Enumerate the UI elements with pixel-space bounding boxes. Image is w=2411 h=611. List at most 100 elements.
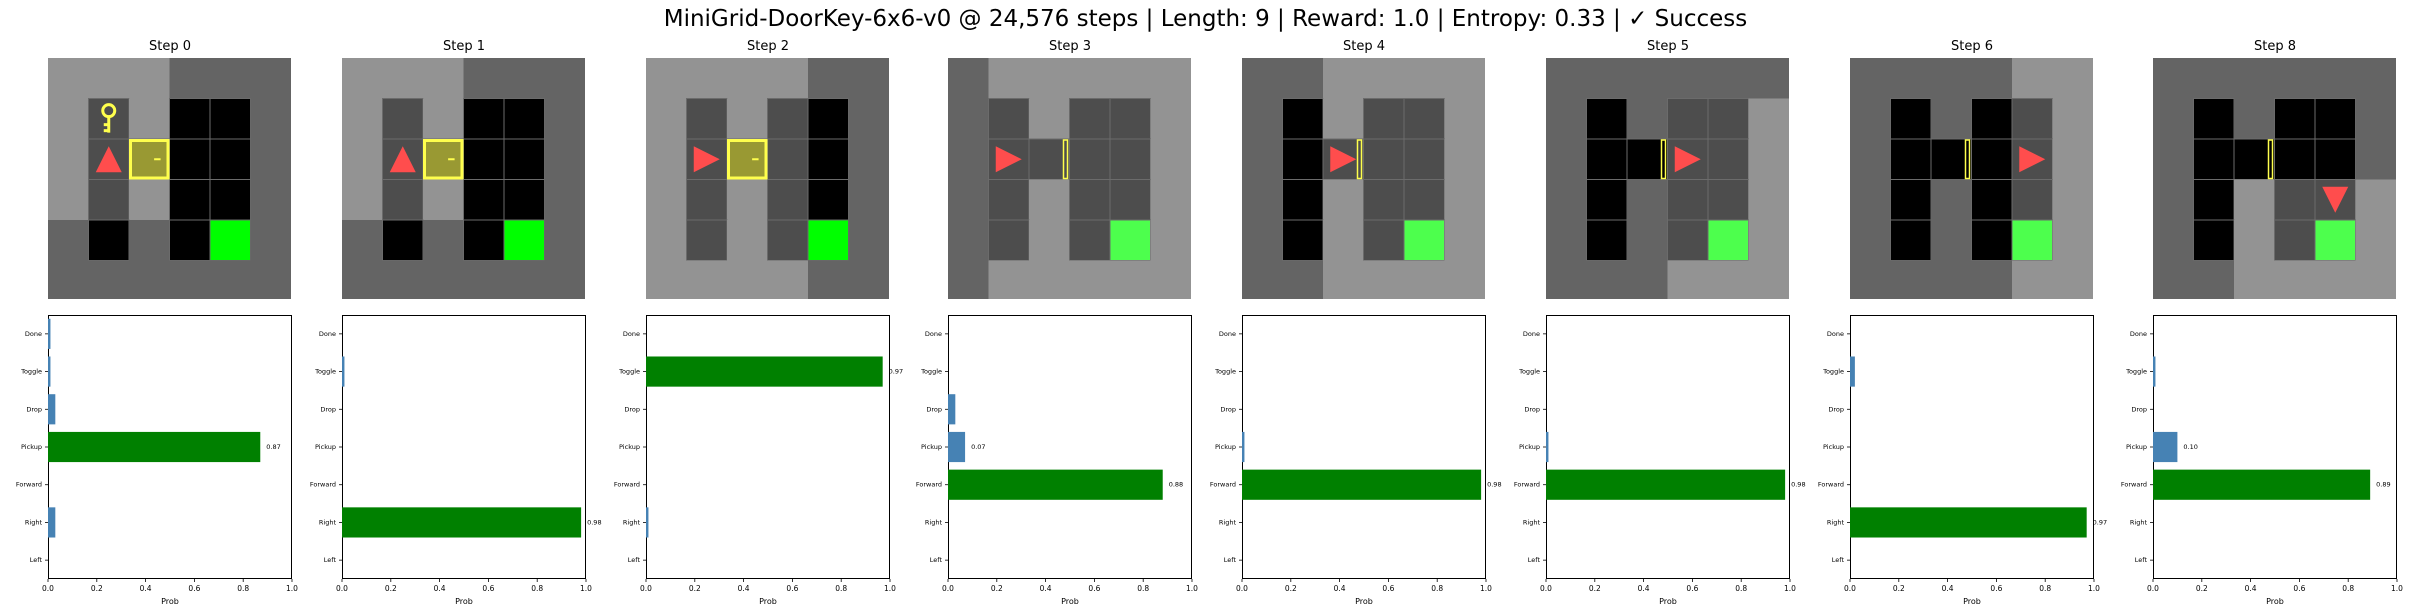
grid-cell xyxy=(848,58,889,99)
grid-cell xyxy=(503,138,545,180)
step-title: Step 4 xyxy=(1342,39,1385,54)
grid-cell xyxy=(1546,220,1587,261)
grid-cell xyxy=(1150,260,1191,299)
plot-frame xyxy=(1850,315,2094,579)
y-tick-label: Pickup xyxy=(619,443,640,451)
grid-cell xyxy=(1242,139,1283,180)
x-tick-label: 0.4 xyxy=(738,584,750,593)
grid-cell xyxy=(2274,219,2316,261)
x-tick-label: 0.2 xyxy=(1285,584,1297,593)
grid-cell xyxy=(807,98,849,140)
grid-cell xyxy=(2355,220,2396,261)
grid-world xyxy=(646,58,889,299)
grid-cell xyxy=(686,98,728,140)
grid-cell xyxy=(463,179,505,221)
grid-cell xyxy=(2234,220,2275,261)
grid-cell xyxy=(948,220,989,261)
grid-cell xyxy=(1282,219,1324,261)
y-tick-label: Right xyxy=(319,518,337,526)
grid-cell xyxy=(646,260,687,299)
grid-cell xyxy=(48,98,89,139)
agent-arrow-icon xyxy=(1330,146,1357,173)
x-tick-label: 0.2 xyxy=(991,584,1003,593)
x-tick-label: 0.8 xyxy=(531,584,543,593)
grid-cell xyxy=(646,220,687,261)
grid-cell xyxy=(1890,58,1931,99)
grid-cell xyxy=(1971,58,2012,99)
y-tick-label: Done xyxy=(2130,330,2147,338)
y-tick-label: Drop xyxy=(2131,405,2147,413)
action-prob-chart: Left Right Forward Pickup Drop Toggle Done 0.98… xyxy=(310,315,602,606)
grid-cell xyxy=(2011,219,2053,261)
grid-cell xyxy=(2274,138,2316,180)
y-tick-label: Done xyxy=(319,330,336,338)
y-tick-label: Left xyxy=(1224,556,1237,564)
grid-cell xyxy=(48,179,89,220)
grid-cell xyxy=(1403,219,1445,261)
grid-cell xyxy=(1069,179,1111,221)
x-tick-label: 0.0 xyxy=(640,584,652,593)
y-tick-label: Done xyxy=(1523,330,1540,338)
y-tick-label: Toggle xyxy=(20,368,42,376)
grid-cell xyxy=(503,98,545,140)
step-panel: Step 0 Left Right Forward Pickup Drop Toggle Do… xyxy=(16,0,298,611)
data-label: 0.98 xyxy=(1791,481,1805,489)
grid-cell xyxy=(1363,179,1405,221)
y-tick-label: Toggle xyxy=(1518,368,1540,376)
grid-cell xyxy=(504,58,545,99)
x-axis-label: Prob xyxy=(161,597,179,606)
grid-cell xyxy=(1971,98,2013,140)
x-tick-label: 1.0 xyxy=(2088,584,2100,593)
y-tick-label: Forward xyxy=(1514,481,1540,489)
y-tick-label: Done xyxy=(25,330,42,338)
grid-cell xyxy=(686,58,727,99)
grid-cell xyxy=(727,260,768,299)
grid-cell xyxy=(2153,139,2194,180)
y-tick-label: Drop xyxy=(1524,405,1540,413)
grid-cell xyxy=(988,219,1030,261)
x-tick-label: 0.2 xyxy=(2196,584,2208,593)
y-tick-label: Pickup xyxy=(21,443,42,451)
grid-cell xyxy=(2011,98,2053,140)
grid-cell xyxy=(1890,219,1932,261)
y-tick-label: Drop xyxy=(26,405,42,413)
grid-cell xyxy=(1667,98,1709,140)
grid-cell xyxy=(848,98,889,139)
grid-cell xyxy=(169,260,210,299)
grid-cell xyxy=(1282,260,1323,299)
action-prob-chart: Left Right Forward Pickup Drop Toggle Done 0.97… xyxy=(1818,315,2107,606)
grid-cell xyxy=(1546,58,1587,99)
y-tick-label: Right xyxy=(1827,518,1845,526)
x-tick-label: 0.8 xyxy=(237,584,249,593)
grid-cell xyxy=(1586,138,1628,180)
x-tick-label: 0.6 xyxy=(482,584,494,593)
data-label: 0.10 xyxy=(2183,443,2197,451)
grid-world xyxy=(1546,58,1789,299)
bar xyxy=(2153,469,2371,500)
action-prob-chart: Left Right Forward Pickup Drop Toggle Done 0.87… xyxy=(16,315,298,606)
grid-cell xyxy=(1971,179,2013,221)
grid-cell xyxy=(948,98,989,139)
grid-cell xyxy=(2012,260,2053,299)
grid-cell xyxy=(1627,179,1668,220)
door-open xyxy=(1964,139,1971,180)
grid-cell xyxy=(646,179,687,220)
x-tick-label: 0.8 xyxy=(1431,584,1443,593)
grid-cell xyxy=(2355,260,2396,299)
bar xyxy=(1242,469,1482,500)
grid-cell xyxy=(2193,58,2234,99)
grid-cell xyxy=(727,98,768,139)
grid-cell xyxy=(646,58,687,99)
x-tick-label: 0.4 xyxy=(140,584,152,593)
grid-cell xyxy=(463,219,505,261)
grid-cell xyxy=(686,260,727,299)
x-tick-label: 0.4 xyxy=(2245,584,2257,593)
grid-cell xyxy=(727,58,768,99)
step-panel: Step 5 Left Right Forward Pickup Drop Toggle Do… xyxy=(1514,0,1806,611)
grid-cell xyxy=(1150,220,1191,261)
grid-cell xyxy=(1586,260,1627,299)
step-title: Step 5 xyxy=(1646,39,1689,54)
grid-cell xyxy=(948,179,989,220)
plot-frame xyxy=(1242,315,1486,579)
grid-cell xyxy=(342,58,383,99)
